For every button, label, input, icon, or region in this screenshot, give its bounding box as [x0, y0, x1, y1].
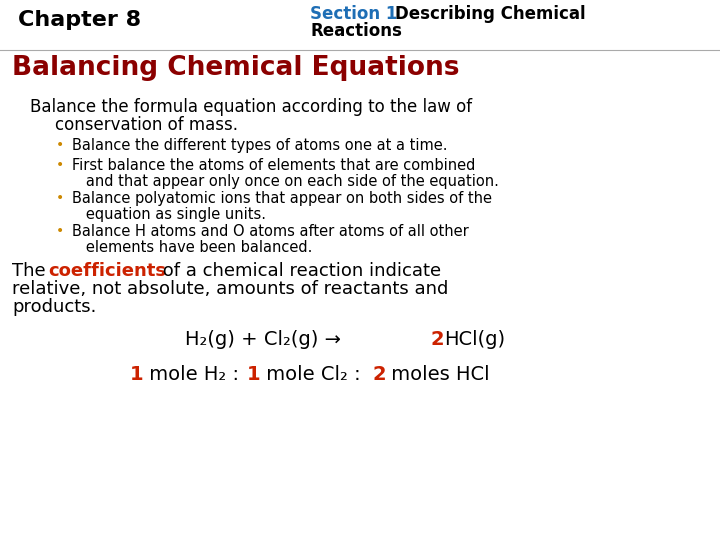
Text: Balance the different types of atoms one at a time.: Balance the different types of atoms one… [72, 138, 448, 153]
Text: •: • [56, 191, 64, 205]
Text: The: The [12, 262, 51, 280]
Text: •: • [56, 138, 64, 152]
Text: First balance the atoms of elements that are combined: First balance the atoms of elements that… [72, 158, 475, 173]
Text: Balance polyatomic ions that appear on both sides of the: Balance polyatomic ions that appear on b… [72, 191, 492, 206]
Text: of a chemical reaction indicate: of a chemical reaction indicate [157, 262, 441, 280]
Text: Balance H atoms and O atoms after atoms of all other: Balance H atoms and O atoms after atoms … [72, 224, 469, 239]
Text: 2: 2 [372, 365, 386, 384]
Text: elements have been balanced.: elements have been balanced. [72, 240, 312, 255]
Text: 1: 1 [130, 365, 143, 384]
Text: conservation of mass.: conservation of mass. [55, 116, 238, 134]
Text: relative, not absolute, amounts of reactants and: relative, not absolute, amounts of react… [12, 280, 449, 298]
Text: equation as single units.: equation as single units. [72, 207, 266, 222]
Text: Reactions: Reactions [310, 22, 402, 40]
Text: Balance the formula equation according to the law of: Balance the formula equation according t… [30, 98, 472, 116]
Text: products.: products. [12, 298, 96, 316]
Text: mole Cl₂ :: mole Cl₂ : [260, 365, 367, 384]
Text: HCl(g): HCl(g) [444, 330, 505, 349]
Text: Balancing Chemical Equations: Balancing Chemical Equations [12, 55, 459, 81]
Text: coefficients: coefficients [48, 262, 166, 280]
Text: Section 1: Section 1 [310, 5, 409, 23]
Text: mole H₂ :: mole H₂ : [143, 365, 246, 384]
Text: 1: 1 [247, 365, 261, 384]
Text: H₂(g) + Cl₂(g) →: H₂(g) + Cl₂(g) → [185, 330, 347, 349]
Text: 2: 2 [430, 330, 444, 349]
Text: and that appear only once on each side of the equation.: and that appear only once on each side o… [72, 174, 499, 189]
Text: Describing Chemical: Describing Chemical [395, 5, 585, 23]
Text: Chapter 8: Chapter 8 [18, 10, 141, 30]
Text: •: • [56, 158, 64, 172]
Text: moles HCl: moles HCl [385, 365, 490, 384]
Text: •: • [56, 224, 64, 238]
